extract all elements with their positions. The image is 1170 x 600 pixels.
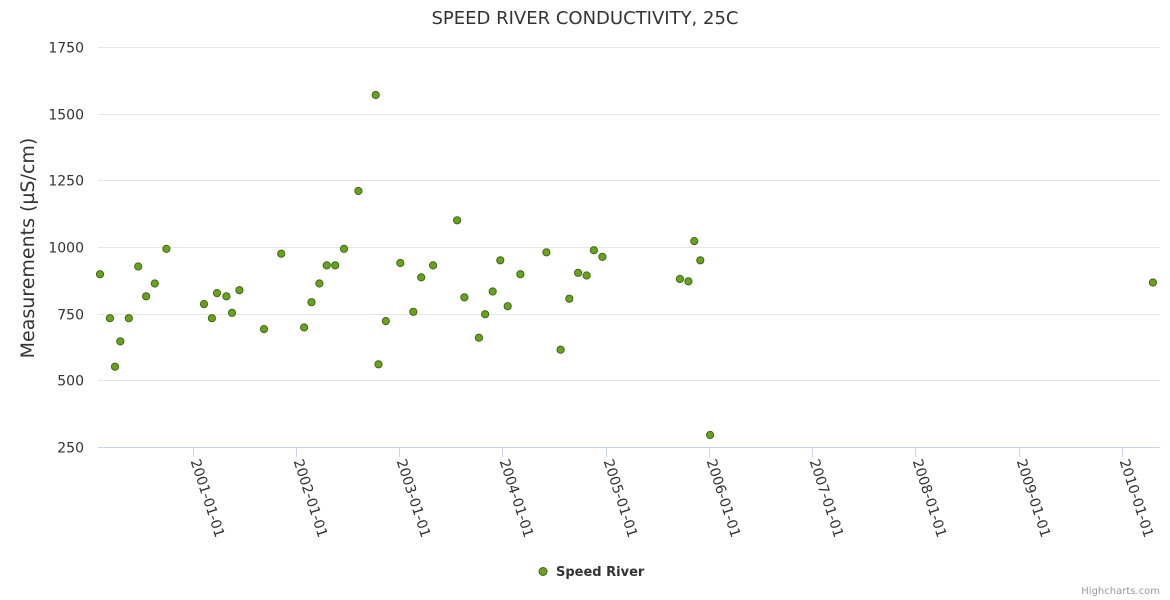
data-point[interactable] xyxy=(481,310,490,319)
data-point[interactable] xyxy=(124,314,133,323)
data-point[interactable] xyxy=(95,270,105,279)
data-point[interactable] xyxy=(396,258,405,268)
data-point[interactable] xyxy=(565,294,574,303)
grid-layer xyxy=(98,47,1160,381)
y-tick-label: 250 xyxy=(57,441,84,457)
data-point[interactable] xyxy=(110,362,120,371)
data-point[interactable] xyxy=(162,244,171,253)
data-point[interactable] xyxy=(142,292,151,301)
data-point[interactable] xyxy=(488,287,497,296)
data-point[interactable] xyxy=(675,274,685,284)
data-point[interactable] xyxy=(354,186,363,196)
data-point[interactable] xyxy=(222,292,231,301)
data-point[interactable] xyxy=(453,216,462,225)
data-point[interactable] xyxy=(374,360,383,369)
data-point[interactable] xyxy=(516,270,525,279)
y-tick-label: 1000 xyxy=(48,241,84,257)
data-point[interactable] xyxy=(460,293,469,302)
data-point[interactable] xyxy=(235,286,244,295)
data-point[interactable] xyxy=(339,244,349,253)
data-point[interactable] xyxy=(381,317,390,326)
data-point[interactable] xyxy=(574,268,583,277)
y-tick-label: 1750 xyxy=(48,41,84,57)
data-point[interactable] xyxy=(212,289,222,298)
legend-marker-icon xyxy=(538,567,548,576)
data-point[interactable] xyxy=(598,252,607,261)
data-point[interactable] xyxy=(371,90,380,100)
y-tick-label: 1500 xyxy=(48,108,84,124)
data-point[interactable] xyxy=(706,430,715,440)
data-point[interactable] xyxy=(684,277,693,286)
credits-link[interactable]: Highcharts.com xyxy=(1081,586,1160,597)
data-point[interactable] xyxy=(207,314,216,323)
data-point[interactable] xyxy=(690,237,699,246)
y-tick-label: 1250 xyxy=(48,174,84,190)
data-point[interactable] xyxy=(315,279,324,288)
data-point[interactable] xyxy=(307,298,316,307)
data-point[interactable] xyxy=(300,323,309,332)
data-point[interactable] xyxy=(409,307,418,316)
data-point[interactable] xyxy=(150,279,159,288)
data-point[interactable] xyxy=(556,345,565,354)
data-point[interactable] xyxy=(503,302,512,311)
data-point[interactable] xyxy=(542,248,551,257)
legend[interactable]: Speed River xyxy=(538,565,645,580)
data-point[interactable] xyxy=(227,308,237,317)
data-point[interactable] xyxy=(474,333,483,342)
y-tick-label: 500 xyxy=(57,374,84,390)
data-point[interactable] xyxy=(582,271,591,280)
data-point[interactable] xyxy=(696,256,705,265)
chart-title: SPEED RIVER CONDUCTIVITY, 25C xyxy=(432,8,739,29)
data-point[interactable] xyxy=(322,261,331,270)
y-tick-label: 750 xyxy=(57,308,84,324)
data-point[interactable] xyxy=(259,325,269,334)
data-point[interactable] xyxy=(116,337,125,346)
data-point[interactable] xyxy=(331,261,340,270)
points-layer xyxy=(95,90,1158,440)
data-point[interactable] xyxy=(496,256,505,265)
data-point[interactable] xyxy=(1148,278,1158,287)
y-axis-title: Measurements (µS/cm) xyxy=(17,138,39,359)
data-point[interactable] xyxy=(277,249,286,258)
data-point[interactable] xyxy=(134,262,143,271)
data-point[interactable] xyxy=(105,314,115,323)
data-point[interactable] xyxy=(199,300,209,309)
data-point[interactable] xyxy=(429,261,438,270)
legend-item-speed-river[interactable]: Speed River xyxy=(556,565,645,580)
data-point[interactable] xyxy=(589,246,599,255)
data-point[interactable] xyxy=(417,273,426,282)
